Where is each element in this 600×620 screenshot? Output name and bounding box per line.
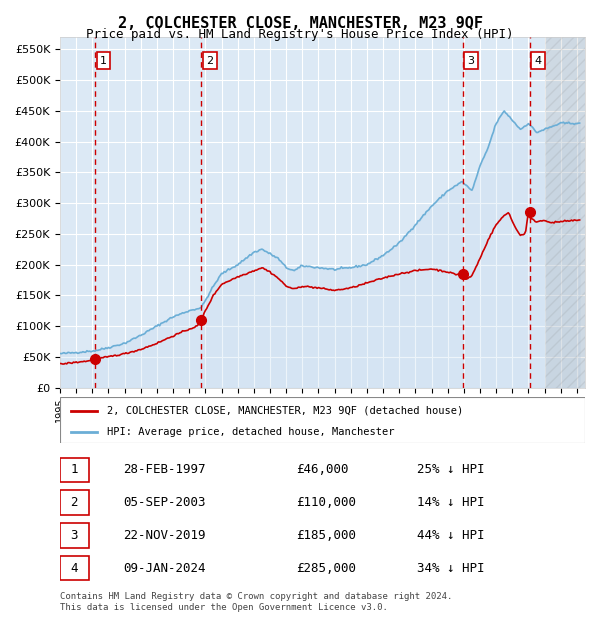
Text: 1: 1 bbox=[100, 56, 107, 66]
Text: Contains HM Land Registry data © Crown copyright and database right 2024.
This d: Contains HM Land Registry data © Crown c… bbox=[60, 592, 452, 611]
FancyBboxPatch shape bbox=[60, 458, 89, 482]
Text: 4: 4 bbox=[70, 562, 78, 575]
Text: 28-FEB-1997: 28-FEB-1997 bbox=[123, 464, 205, 476]
Text: 1: 1 bbox=[70, 464, 78, 476]
Text: 14% ↓ HPI: 14% ↓ HPI bbox=[417, 496, 485, 509]
Text: 2: 2 bbox=[70, 496, 78, 509]
Bar bbox=[545, 37, 585, 387]
Text: 3: 3 bbox=[70, 529, 78, 542]
Text: 2, COLCHESTER CLOSE, MANCHESTER, M23 9QF: 2, COLCHESTER CLOSE, MANCHESTER, M23 9QF bbox=[118, 16, 482, 30]
Text: 44% ↓ HPI: 44% ↓ HPI bbox=[417, 529, 485, 542]
Text: £46,000: £46,000 bbox=[296, 464, 349, 476]
Text: £110,000: £110,000 bbox=[296, 496, 356, 509]
FancyBboxPatch shape bbox=[60, 490, 89, 515]
Text: 22-NOV-2019: 22-NOV-2019 bbox=[123, 529, 205, 542]
Text: 25% ↓ HPI: 25% ↓ HPI bbox=[417, 464, 485, 476]
FancyBboxPatch shape bbox=[60, 556, 89, 580]
FancyBboxPatch shape bbox=[60, 397, 585, 443]
Text: £285,000: £285,000 bbox=[296, 562, 356, 575]
Text: 34% ↓ HPI: 34% ↓ HPI bbox=[417, 562, 485, 575]
Text: Price paid vs. HM Land Registry's House Price Index (HPI): Price paid vs. HM Land Registry's House … bbox=[86, 28, 514, 41]
Text: 3: 3 bbox=[467, 56, 475, 66]
Text: 2, COLCHESTER CLOSE, MANCHESTER, M23 9QF (detached house): 2, COLCHESTER CLOSE, MANCHESTER, M23 9QF… bbox=[107, 405, 464, 416]
FancyBboxPatch shape bbox=[60, 523, 89, 547]
Text: HPI: Average price, detached house, Manchester: HPI: Average price, detached house, Manc… bbox=[107, 427, 395, 436]
Text: 2: 2 bbox=[206, 56, 214, 66]
Text: 05-SEP-2003: 05-SEP-2003 bbox=[123, 496, 205, 509]
Text: 09-JAN-2024: 09-JAN-2024 bbox=[123, 562, 205, 575]
Text: 4: 4 bbox=[535, 56, 542, 66]
Text: £185,000: £185,000 bbox=[296, 529, 356, 542]
